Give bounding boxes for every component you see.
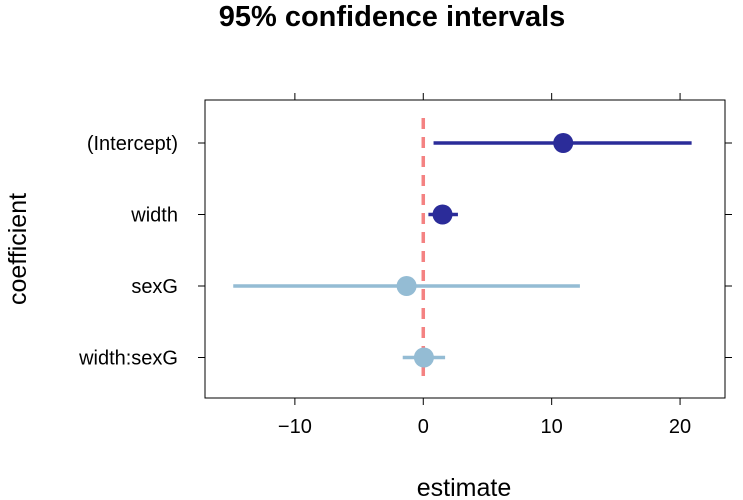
estimate-point [396,276,417,296]
x-tick-label: 20 [669,416,691,438]
y-tick-label: (Intercept) [87,133,178,155]
x-tick-label: 10 [541,416,563,438]
x-tick-label: −10 [278,416,312,438]
estimate-point [413,347,434,368]
chart-title: 95% confidence intervals [219,1,566,33]
estimate-point [553,133,574,153]
y-axis-label: coefficient [4,193,32,305]
estimate-point [432,204,453,225]
y-tick-label: sexG [131,276,178,298]
x-tick-label: 0 [418,416,429,438]
y-tick-label: width:sexG [78,348,178,370]
plot-frame [204,99,726,399]
x-axis-label: estimate [417,474,511,500]
y-tick-label: width [130,205,178,227]
